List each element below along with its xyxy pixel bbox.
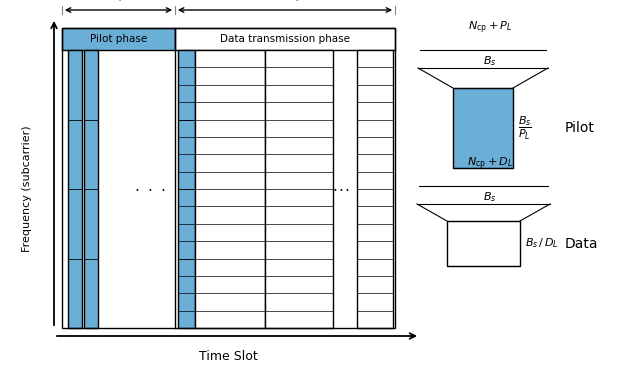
Bar (178, 50, 195, 328)
Text: Data transmission phase: Data transmission phase (220, 34, 350, 44)
Text: Data: Data (565, 237, 598, 250)
Text: $Q$: $Q$ (113, 0, 124, 2)
Text: Time Slot: Time Slot (199, 350, 258, 362)
Text: Frequency (subcarrier): Frequency (subcarrier) (22, 126, 32, 252)
Text: $B_s$: $B_s$ (483, 190, 497, 204)
Text: $N_{\mathrm{cp}}+P_L$: $N_{\mathrm{cp}}+P_L$ (468, 20, 512, 36)
Text: $\cdot$: $\cdot$ (339, 182, 344, 197)
Text: $T-Q$: $T-Q$ (268, 0, 302, 2)
Bar (62, 28, 175, 50)
Bar (453, 88, 513, 168)
Text: $\cdot$: $\cdot$ (161, 182, 166, 197)
Text: $\cdot$: $\cdot$ (332, 182, 338, 197)
Text: $B_s\,/\,D_L$: $B_s\,/\,D_L$ (525, 237, 559, 250)
Bar (68, 50, 82, 328)
Bar (195, 50, 265, 328)
Text: $B_s$: $B_s$ (483, 54, 497, 68)
Text: $N_{\mathrm{cp}}+D_L$: $N_{\mathrm{cp}}+D_L$ (467, 156, 513, 172)
Text: Pilot phase: Pilot phase (90, 34, 147, 44)
Bar (447, 221, 520, 266)
Text: $\cdot$: $\cdot$ (147, 182, 152, 197)
Bar (84, 50, 98, 328)
Bar (62, 28, 395, 328)
Bar (357, 50, 393, 328)
Bar (175, 28, 395, 50)
Text: Pilot: Pilot (565, 121, 595, 135)
Text: $\cdot$: $\cdot$ (344, 182, 349, 197)
Text: $\cdot$: $\cdot$ (134, 182, 140, 197)
Bar (265, 50, 333, 328)
Text: $\dfrac{B_s}{P_L}$: $\dfrac{B_s}{P_L}$ (518, 114, 532, 141)
